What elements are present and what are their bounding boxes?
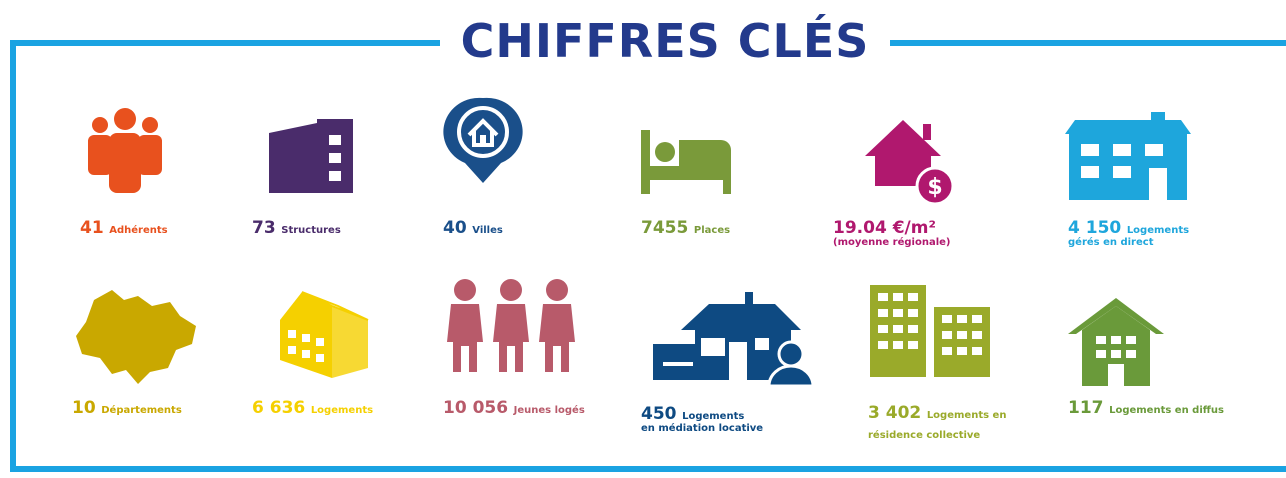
label: Logements [682,411,745,422]
number: 117 [1068,398,1104,418]
sublabel: en médiation locative [641,423,764,434]
label: Structures [281,225,341,236]
label: Logements [1126,225,1190,236]
icon-people [88,108,162,193]
label: Villes [472,225,503,236]
frame-bottom [10,466,1286,472]
sublabel: résidence collective [868,429,981,441]
icon-map [76,290,196,384]
icon-isometric-building [280,291,369,378]
frame-left [10,40,16,472]
icon-towers [870,285,990,377]
icon-pin [443,97,523,183]
number: 73 [252,218,276,238]
number: 41 [80,218,104,238]
sublabel: gérés en direct [1068,237,1154,248]
label: Jeunes logés [513,405,585,416]
number: 10 [72,398,96,418]
label: Logements [310,405,374,416]
number: 3 402 [868,403,922,423]
number: 6 636 [252,398,306,418]
icon-house-dollar: $ [865,120,955,206]
frame-top-right [890,40,1286,46]
frame-top-left [10,40,440,46]
number: 4 150 [1068,218,1122,238]
title: CHIFFRES CLÉS [460,14,870,68]
label: Places [693,225,731,236]
icon-bed [641,130,731,194]
sublabel: (moyenne régionale) [833,237,951,248]
label: Départements [101,405,182,416]
number: 40 [443,218,467,238]
icon-three-people [447,279,575,372]
number: 450 [641,404,677,424]
icon-building [269,119,353,193]
label: Adhérents [109,225,168,236]
svg-text:$: $ [927,175,942,200]
icon-house-block [1068,298,1164,386]
icon-apartment [1065,112,1191,200]
number: 19.04 €/m² [833,218,936,238]
icon-house-person [653,292,815,388]
number: 7455 [641,218,689,238]
number: 10 056 [443,398,509,418]
label: Logements en diffus [1109,405,1224,416]
label: Logements en [926,410,1007,421]
